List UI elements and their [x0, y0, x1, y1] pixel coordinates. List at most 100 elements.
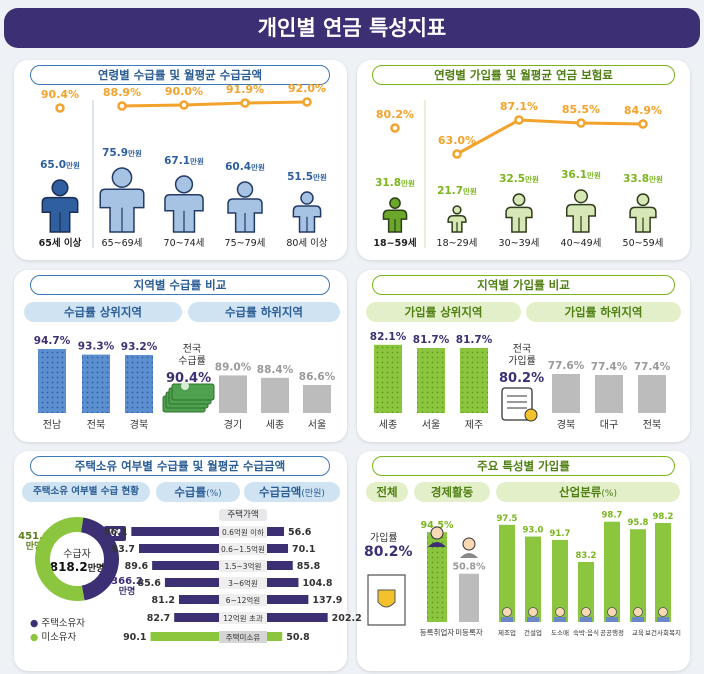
price-header: 주택가액: [219, 509, 267, 521]
char-industry-tab-unit: (%): [601, 489, 617, 499]
document-badge-icon: [501, 387, 538, 422]
receipt-age-rate-dot-0: [55, 103, 65, 113]
regional-join-bar-1: [417, 348, 445, 413]
legend-owner-label: 주택소유자: [41, 618, 86, 629]
industry-bar-4: [604, 521, 620, 622]
regional-receipt-bar-3: [219, 375, 247, 413]
panel-join-by-age-heading: 연령별 가입률 및 월평균 연금 보험료: [372, 65, 675, 85]
donut-owner-value: 366.2: [111, 576, 143, 587]
donut-owner-label: 366.2 만명: [110, 576, 144, 598]
national-receipt-value: 90.4%: [166, 371, 212, 386]
econ-category-label-0: 등록취업자: [420, 628, 455, 637]
panel-regional-join-heading: 지역별 가입률 비교: [372, 275, 675, 295]
housing-amount-label-6: 50.8: [286, 632, 310, 643]
join-age-person-icon-3: [565, 189, 597, 233]
donut-center-unit: 만명: [87, 564, 105, 574]
regional-receipt-value-label-2: 93.2%: [121, 341, 158, 353]
housing-category-bg-4: [219, 594, 267, 606]
join-age-rate-line: [456, 118, 644, 156]
national-label-line2: 수급률: [178, 356, 206, 367]
receipt-age-rate-label-1: 88.9%: [103, 86, 141, 99]
regional-receipt-value-label-5: 86.6%: [299, 371, 336, 383]
industry-worker-icon-3: [580, 607, 592, 622]
housing-rate-bar-5: [174, 613, 219, 622]
receipt-age-rate-dot-1: [117, 101, 127, 111]
join-age-rate-label-3: 85.5%: [562, 103, 600, 116]
donut-center-label: 수급자: [63, 549, 91, 560]
receipt-age-amount-label-4: 51.5만원: [287, 171, 327, 183]
housing-category-label-6: 주택미소유: [226, 632, 261, 642]
receipt-age-rate-label-0: 90.4%: [41, 88, 79, 101]
donut-nonowner-label: 451.9 만명: [18, 531, 50, 553]
join-age-person-icon-0: [382, 197, 408, 233]
join-age-person-icon-2: [505, 193, 533, 233]
regional-receipt-category-label-5: 서울: [308, 419, 326, 431]
housing-rate-label-6: 90.1: [123, 632, 146, 643]
housing-amount-bar-4: [267, 595, 309, 604]
receipt-age-person-icon-4: [292, 191, 322, 233]
join-age-rate-label-1: 63.0%: [438, 134, 476, 147]
legend-owner-dot: ●: [30, 618, 39, 629]
industry-value-label-6: 98.2: [653, 512, 674, 522]
housing-rate-label-3: 85.6: [137, 578, 161, 589]
regional-receipt-bar-5: [303, 385, 331, 413]
industry-worker-icon-2: [554, 607, 566, 622]
panel-receipt-by-age-heading: 연령별 수급률 및 월평균 수급금액: [30, 65, 330, 85]
receipt-age-person-icon-0: [41, 179, 79, 233]
econ-person-icon-1: [460, 537, 478, 558]
housing-amount-tab-unit: (만원): [301, 489, 325, 499]
join-age-rate-label-0: 80.2%: [376, 108, 414, 121]
housing-rate-bar-3: [164, 578, 219, 587]
receipt-age-category-label-2: 70~74세: [164, 238, 205, 249]
regional-receipt-bar-2: [125, 355, 153, 413]
housing-rate-tab-unit: (%): [206, 489, 222, 499]
housing-amount-bar-3: [267, 578, 299, 587]
regional-join-bar-5: [638, 375, 666, 413]
receipt-age-category-label-0: 65세 이상: [39, 237, 82, 249]
regional-join-category-label-3: 경북: [557, 418, 575, 431]
regional-join-bar-3: [552, 374, 580, 413]
housing-rate-label-5: 82.7: [147, 613, 170, 624]
donut-nonowner-unit: 만명: [25, 542, 43, 552]
national-join-line1: 전국: [512, 344, 532, 355]
legend-nonowner-label: 미소유자: [41, 632, 77, 643]
housing-rate-bar-0: [131, 527, 219, 536]
char-all-tab: 전체: [366, 482, 408, 502]
regional-receipt-category-label-1: 전북: [87, 419, 105, 431]
legend-owner: ● 주택소유자: [30, 615, 85, 629]
receipt-age-rate-dot-3: [240, 98, 250, 108]
join-age-person-icon-4: [629, 193, 657, 233]
housing-rate-bar-1: [139, 544, 219, 553]
industry-value-label-0: 97.5: [497, 514, 518, 524]
join-top-region-label: 가입률 상위지역: [366, 302, 521, 322]
housing-category-bg-1: [219, 543, 267, 555]
regional-receipt-bar-1: [82, 354, 110, 413]
legend-nonowner: ● 미소유자: [30, 629, 76, 643]
regional-receipt-bar-4: [261, 377, 289, 413]
scroll-shield-icon: [367, 574, 406, 626]
national-label-line1: 전국: [182, 344, 202, 355]
donut-owner-unit: 만명: [118, 587, 136, 597]
industry-bar-1: [525, 536, 541, 622]
regional-receipt-value-label-4: 88.4%: [257, 364, 294, 376]
industry-category-label-1: 건설업: [524, 628, 542, 637]
industry-category-label-5: 교육: [632, 629, 644, 637]
regional-join-value-label-2: 81.7%: [456, 334, 493, 346]
housing-amount-tab-label: 수급금액: [259, 485, 302, 499]
econ-bar-0: [427, 532, 447, 622]
housing-category-bg-0: [219, 526, 267, 538]
receipt-age-person-icon-2: [164, 175, 204, 233]
regional-join-value-label-0: 82.1%: [370, 331, 407, 343]
join-age-category-label-0: 18~59세: [373, 237, 416, 249]
industry-bar-5: [630, 529, 646, 622]
housing-category-bg-5: [219, 612, 267, 624]
join-age-rate-dot-1: [452, 149, 462, 159]
regional-join-category-label-2: 제주: [465, 419, 483, 431]
industry-category-label-0: 제조업: [498, 629, 516, 637]
industry-category-label-2: 도소매: [551, 629, 569, 637]
join-age-amount-label-4: 33.8만원: [623, 173, 663, 185]
regional-receipt-category-label-0: 전남: [43, 419, 61, 431]
econ-category-label-1: 미등록자: [455, 628, 483, 637]
housing-amount-bar-5: [267, 613, 328, 622]
regional-join-value-label-5: 77.4%: [634, 361, 671, 373]
